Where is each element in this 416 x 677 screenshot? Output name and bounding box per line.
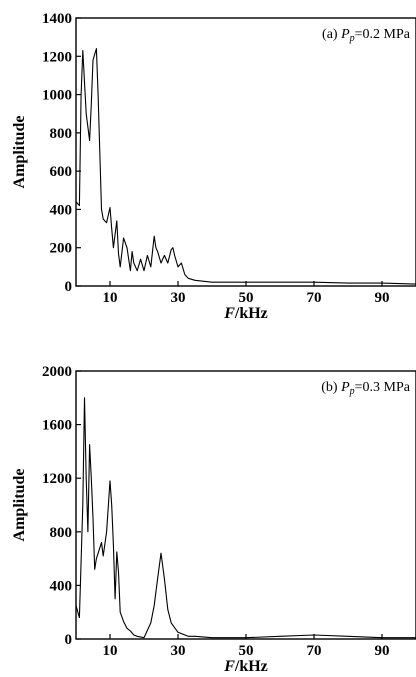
x-tick-label: 50 xyxy=(239,290,254,306)
x-axis-label-unit: /kHz xyxy=(234,658,268,675)
plot-frame xyxy=(75,370,416,640)
y-tick-label: 1400 xyxy=(42,11,72,27)
y-tick-label: 600 xyxy=(50,164,73,180)
y-tick-label: 200 xyxy=(50,241,73,257)
y-tick-label: 1600 xyxy=(42,418,72,434)
x-axis-label: F/kHz xyxy=(223,658,268,675)
y-tick-label: 2000 xyxy=(42,364,72,380)
y-tick-label: 1200 xyxy=(42,471,72,487)
panel-label-prefix: (a) xyxy=(322,27,341,42)
panel-label: (b) Pp=0.3 MPa xyxy=(321,380,411,397)
y-tick-label: 1200 xyxy=(42,49,72,65)
panel-label-sub: p xyxy=(349,386,355,397)
chart-panel-b: 0 400 800 1200 1600 2000 10 30 50 70 90 F/kHz Amplit… xyxy=(11,364,416,675)
x-tick-label: 30 xyxy=(171,643,186,659)
series-line xyxy=(75,48,416,285)
chart-panel-a: 0 200 400 600 800 1000 1200 1400 10 30 50 70 90 F/kHz… xyxy=(11,11,416,322)
x-tick-label: 30 xyxy=(171,290,186,306)
plot-frame xyxy=(75,17,416,287)
x-tick-label: 90 xyxy=(375,290,390,306)
panel-label: (a) Pp=0.2 MPa xyxy=(322,27,411,44)
panel-label-value: =0.2 MPa xyxy=(355,27,411,42)
y-tick-label: 0 xyxy=(65,632,73,648)
panel-label-var: P xyxy=(340,380,350,395)
y-tick-label: 0 xyxy=(65,279,73,295)
x-tick-label: 10 xyxy=(103,290,118,306)
x-axis-label-unit: /kHz xyxy=(234,305,268,322)
x-axis-label: F/kHz xyxy=(223,305,268,322)
y-tick-label: 800 xyxy=(50,126,73,142)
x-tick-label: 10 xyxy=(103,643,118,659)
panel-label-var: P xyxy=(340,27,350,42)
x-tick-label: 70 xyxy=(307,290,322,306)
x-tick-label: 70 xyxy=(307,643,322,659)
y-axis-label: Amplitude xyxy=(11,116,28,189)
x-tick-label: 90 xyxy=(375,643,390,659)
y-tick-label: 1000 xyxy=(42,88,72,104)
panel-label-sub: p xyxy=(349,33,355,44)
x-axis-label-var: F xyxy=(223,658,235,675)
x-tick-label: 50 xyxy=(239,643,254,659)
x-axis-label-var: F xyxy=(223,305,235,322)
y-tick-label: 400 xyxy=(50,202,73,218)
y-tick-label: 800 xyxy=(50,525,73,541)
y-tick-label: 400 xyxy=(50,578,73,594)
panel-label-value: =0.3 MPa xyxy=(355,380,411,395)
panel-label-prefix: (b) xyxy=(321,380,341,395)
series-line xyxy=(75,397,416,639)
y-axis-label: Amplitude xyxy=(11,469,28,542)
